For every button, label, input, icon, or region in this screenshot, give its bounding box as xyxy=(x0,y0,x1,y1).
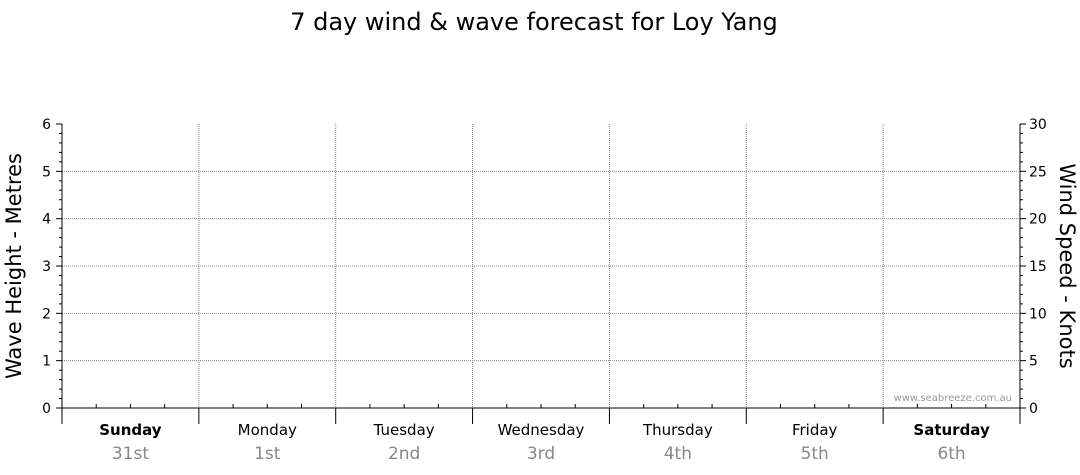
day-date-label: 1st xyxy=(254,444,281,464)
left-axis-label: Wave Height - Metres xyxy=(2,153,26,379)
left-tick-label: 3 xyxy=(42,259,51,275)
watermark: www.seabreeze.com.au xyxy=(894,393,1012,404)
right-axis-label: Wind Speed - Knots xyxy=(1055,163,1079,368)
day-name-label: Monday xyxy=(238,421,297,439)
right-tick-label: 25 xyxy=(1029,164,1047,180)
right-axis-ticks: 0 5 10 15 20 25 30 xyxy=(1020,117,1047,417)
right-tick-label: 20 xyxy=(1029,212,1047,228)
right-tick-label: 5 xyxy=(1029,354,1038,370)
left-tick-label: 4 xyxy=(42,212,51,228)
day-name-label: Sunday xyxy=(99,421,162,439)
day-date-label: 31st xyxy=(112,444,149,464)
day-name-label: Friday xyxy=(792,421,838,439)
day-date-label: 4th xyxy=(664,444,692,464)
left-tick-label: 6 xyxy=(42,117,51,133)
day-date-label: 2nd xyxy=(388,444,420,464)
left-tick-label: 1 xyxy=(42,354,51,370)
chart-title: 7 day wind & wave forecast for Loy Yang xyxy=(290,8,778,36)
left-tick-label: 5 xyxy=(42,164,51,180)
left-tick-label: 2 xyxy=(42,306,51,322)
left-tick-label: 0 xyxy=(42,401,51,417)
right-tick-label: 0 xyxy=(1029,401,1038,417)
grid xyxy=(62,124,1020,408)
day-date-label: 5th xyxy=(801,444,829,464)
left-axis-ticks: 0 1 2 3 4 5 6 xyxy=(42,117,62,417)
day-name-label: Thursday xyxy=(642,421,713,439)
axes xyxy=(61,124,1021,424)
right-tick-label: 30 xyxy=(1029,117,1047,133)
day-date-label: 6th xyxy=(937,444,965,464)
day-labels: Sunday 31st Monday 1st Tuesday 2nd Wednesday 3r… xyxy=(99,421,990,464)
day-name-label: Tuesday xyxy=(373,421,435,439)
day-date-label: 3rd xyxy=(527,444,555,464)
right-tick-label: 10 xyxy=(1029,306,1047,322)
day-name-label: Saturday xyxy=(913,421,990,439)
day-name-label: Wednesday xyxy=(498,421,585,439)
right-tick-label: 15 xyxy=(1029,259,1047,275)
